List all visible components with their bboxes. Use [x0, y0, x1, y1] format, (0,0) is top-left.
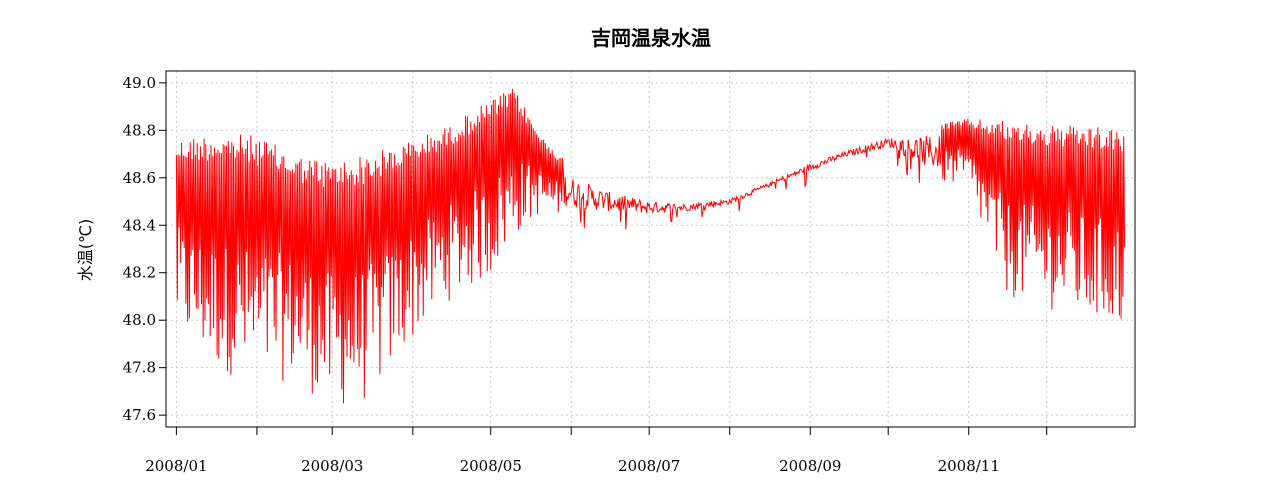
- x-tick-label: 2008/09: [779, 457, 841, 475]
- chart-title: 吉岡温泉水温: [591, 26, 711, 50]
- y-tick-label: 48.2: [123, 264, 156, 282]
- y-tick-label: 47.6: [123, 406, 156, 424]
- y-axis: 47.6 47.8 48.0 48.2 48.4 48.6 48.8 49.0: [123, 74, 166, 424]
- temperature-series: [175, 88, 1126, 404]
- y-tick-label: 48.6: [123, 169, 156, 187]
- x-tick-label: 2008/03: [301, 457, 363, 475]
- y-axis-label: 水温(℃): [76, 219, 95, 281]
- plot-frame: [165, 70, 1136, 428]
- y-tick-label: 48.4: [123, 216, 156, 234]
- x-tick-label: 2008/01: [145, 457, 207, 475]
- y-tick-label: 47.8: [123, 359, 156, 377]
- x-axis: 2008/01 2008/03 2008/05 2008/07 2008/09 2008/…: [145, 427, 1048, 475]
- y-tick-label: 49.0: [123, 74, 156, 92]
- x-tick-label: 2008/11: [938, 457, 1000, 475]
- y-tick-label: 48.0: [123, 311, 156, 329]
- x-tick-label: 2008/05: [460, 457, 522, 475]
- x-tick-label: 2008/07: [618, 457, 680, 475]
- y-tick-label: 48.8: [123, 121, 156, 139]
- series-line: [175, 88, 1126, 404]
